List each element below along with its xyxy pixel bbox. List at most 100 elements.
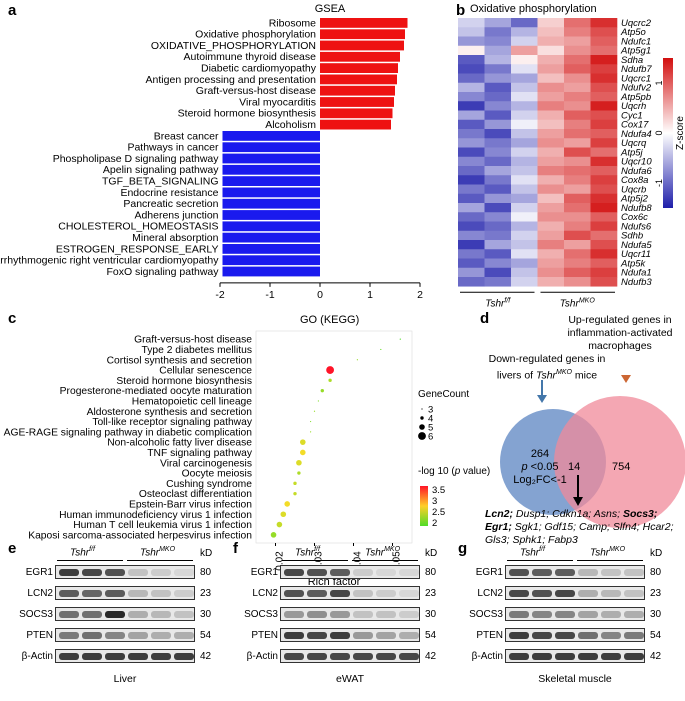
- wb-band: [399, 632, 419, 639]
- heatmap-cell: [537, 221, 565, 232]
- gsea-bar: [222, 187, 320, 198]
- panel-letter-f: f: [233, 540, 238, 557]
- gsea-bar: [320, 85, 395, 96]
- genecount-legend-label: 5: [428, 423, 433, 434]
- kegg-dot: [399, 338, 401, 340]
- kegg-category-label: Cortisol synthesis and secretion: [107, 355, 253, 366]
- heatmap-cell: [511, 267, 538, 278]
- wb-group1-label: Tshrf/f: [520, 546, 545, 559]
- heatmap-cell: [537, 27, 565, 37]
- kegg-category-label: Human T cell leukemia virus 1 infection: [73, 520, 252, 531]
- wb-tissue-label: eWAT: [336, 673, 364, 685]
- wb-band: [284, 590, 304, 597]
- wb-band: [128, 590, 148, 597]
- heatmap-cell: [484, 73, 512, 84]
- wb-protein-label: SOCS3: [19, 609, 53, 620]
- wb-group2-line: [577, 560, 643, 561]
- colorbar-tick-label: 1: [654, 80, 664, 85]
- wb-band: [376, 653, 396, 660]
- wb-band: [624, 632, 644, 639]
- gsea-bar: [320, 40, 404, 51]
- heatmap-cell: [484, 212, 512, 222]
- heatmap-cell: [458, 156, 485, 167]
- kegg-dot: [293, 491, 297, 496]
- gsea-category-label: Antigen processing and presentation: [146, 74, 317, 86]
- genecount-legend-dot: [419, 424, 425, 430]
- heatmap-cell: [537, 18, 565, 28]
- heatmap-cell: [564, 64, 591, 74]
- heatmap-cell: [484, 138, 512, 148]
- kegg-dot: [276, 521, 283, 528]
- wb-band: [399, 590, 419, 597]
- kegg-category-label: Oocyte meiosis: [182, 469, 252, 480]
- heatmap-cell: [511, 156, 538, 167]
- wb-band-strip: [280, 565, 420, 579]
- venn-right-circle: [554, 396, 685, 528]
- heatmap-cell: [484, 156, 512, 167]
- colorbar-label: Z-score: [675, 116, 685, 150]
- wb-protein-label: LCN2: [477, 588, 503, 599]
- kegg-category-label: Progesterone-mediated oocyte maturation: [60, 386, 253, 397]
- wb-band: [307, 611, 327, 618]
- wb-band: [376, 611, 396, 618]
- heatmap-cell: [484, 55, 512, 65]
- gsea-category-label: Mineral absorption: [132, 232, 219, 244]
- kegg-dot: [284, 501, 291, 507]
- gsea-bar: [222, 266, 320, 277]
- gsea-x-tick-label: -2: [215, 289, 224, 300]
- heatmap-cell: [458, 175, 485, 185]
- wb-group1-line: [507, 560, 573, 561]
- heatmap-cell: [590, 221, 618, 232]
- overlap-gene: Cdkn1a;: [552, 508, 594, 520]
- kegg-dot: [326, 366, 334, 374]
- heatmap-cell: [537, 82, 565, 93]
- wb-band: [59, 653, 79, 660]
- kegg-dot: [297, 471, 301, 475]
- venn-right-count: 754: [612, 461, 631, 473]
- gsea-category-label: Breast cancer: [154, 130, 219, 142]
- pvalue-legend-title: -log 10 (p value): [418, 466, 490, 477]
- gsea-bar: [222, 142, 320, 153]
- gsea-category-label: Steroid hormone biosynthesis: [178, 108, 316, 120]
- kegg-category-label: Viral carcinogenesis: [160, 458, 252, 469]
- pvalue-legend-tick: 3.5: [432, 485, 445, 496]
- heatmap-gene-label: Uqcrc2: [621, 18, 652, 29]
- kegg-dot: [317, 400, 319, 402]
- wb-band: [353, 590, 373, 597]
- gsea-x-tick-label: -1: [265, 289, 274, 300]
- heatmap-cell: [458, 18, 485, 28]
- wb-band: [59, 569, 79, 576]
- wb-band-strip: [505, 565, 645, 579]
- gsea-category-label: Diabetic cardiomyopathy: [201, 63, 317, 75]
- wb-band: [399, 653, 419, 660]
- heatmap-cell: [537, 129, 565, 139]
- wb-band: [151, 569, 171, 576]
- heatmap-cell: [590, 138, 618, 148]
- heatmap-cell: [511, 45, 538, 56]
- heatmap-cell: [484, 129, 512, 139]
- kegg-x-tick-label: 0.02: [275, 551, 286, 571]
- wb-group1-line: [57, 560, 123, 561]
- kegg-category-label: Osteoclast differentiation: [139, 489, 252, 500]
- kegg-plot-frame: [255, 330, 413, 544]
- wb-kd-value: 30: [650, 609, 662, 620]
- overlap-gene: Socs3;: [622, 508, 658, 520]
- heatmap-cell: [537, 193, 565, 204]
- heatmap-cell: [484, 277, 512, 287]
- heatmap-cell: [484, 64, 512, 74]
- wb-band: [105, 611, 125, 618]
- wb-band: [601, 590, 621, 597]
- overlap-gene: Dusp1;: [515, 508, 553, 520]
- heatmap-cell: [564, 230, 591, 241]
- gsea-x-tick-label: 2: [417, 289, 423, 300]
- heatmap-cell: [458, 193, 485, 204]
- heatmap-cell: [537, 73, 565, 84]
- heatmap-cell: [511, 36, 538, 47]
- kegg-dot: [320, 388, 324, 393]
- wb-band: [624, 590, 644, 597]
- heatmap-cell: [590, 184, 618, 195]
- wb-group1-label: Tshrf/f: [70, 546, 95, 559]
- heatmap-cell: [511, 138, 538, 148]
- wb-kd-value: 30: [425, 609, 437, 620]
- heatmap-cell: [484, 184, 512, 195]
